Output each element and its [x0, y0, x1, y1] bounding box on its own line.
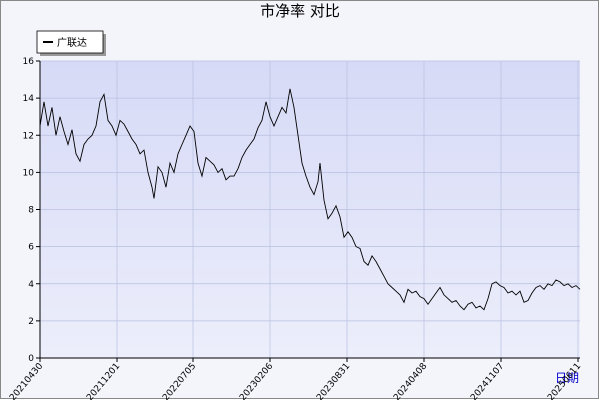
y-tick-label: 2 [28, 317, 34, 327]
chart-title: 市净率 对比 [260, 2, 340, 20]
legend-label: 广联达 [57, 37, 87, 49]
x-axis-label: 日期 [555, 371, 579, 385]
line [39, 88, 581, 311]
y-tick-label: 12 [23, 131, 34, 141]
y-tick-label: 4 [28, 280, 34, 290]
y-tick-label: 16 [23, 57, 35, 67]
y-tick-label: 10 [23, 168, 35, 178]
legend-box [36, 30, 104, 54]
y-tick-label: 0 [28, 354, 34, 364]
y-tick-label: 14 [23, 94, 35, 104]
y-tick-label: 6 [28, 243, 34, 253]
y-tick-label: 8 [28, 206, 34, 216]
